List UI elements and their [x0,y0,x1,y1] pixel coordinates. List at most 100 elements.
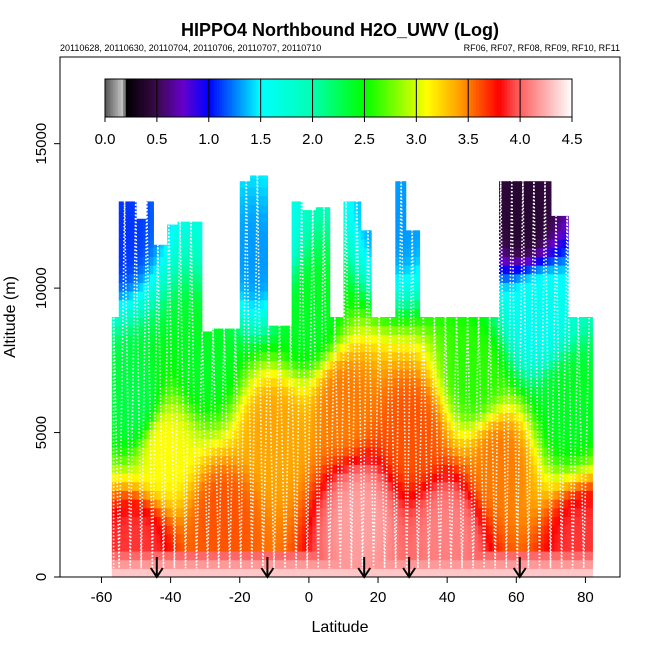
heatmap-cell [402,204,407,214]
heatmap-cell [142,499,148,509]
heatmap-cell [478,499,483,509]
heatmap-cell [530,377,535,387]
heatmap-cell [250,429,255,439]
heatmap-cell [350,325,355,335]
heatmap-cell [436,377,441,387]
heatmap-cell [191,464,196,474]
heatmap-cell [250,187,255,197]
heatmap-cell [346,299,351,309]
heatmap-cell [543,239,549,249]
heatmap-cell [308,395,313,405]
heatmap-cell [136,568,141,578]
heatmap-cell [391,507,396,517]
heatmap-cell [284,507,289,517]
heatmap-cell [146,213,151,223]
heatmap-cell [564,308,569,318]
heatmap-cell [443,551,448,561]
heatmap-cell [516,308,521,318]
heatmap-cell [378,447,383,457]
heatmap-cell [502,239,507,249]
heatmap-cell [180,230,186,240]
heatmap-cell [429,559,434,569]
heatmap-cell [416,291,421,301]
heatmap-cell [464,421,469,431]
heatmap-cell [153,481,158,491]
heatmap-cell [170,447,175,457]
heatmap-cell [308,438,313,448]
heatmap-cell [526,395,531,405]
heatmap-cell [419,343,424,353]
heatmap-cell [167,334,172,344]
heatmap-cell [492,473,497,483]
heatmap-cell [409,455,414,465]
heatmap-cell [270,412,275,422]
heatmap-cell [281,421,286,431]
heatmap-cell [543,438,549,448]
heatmap-cell [561,343,566,353]
heatmap-cell [322,429,327,439]
heatmap-cell [505,334,510,344]
heatmap-cell [270,334,275,344]
heatmap-cell [360,490,365,500]
heatmap-cell [505,369,510,379]
heatmap-cell [540,412,545,422]
heatmap-cell [564,351,569,361]
heatmap-cell [346,201,351,205]
heatmap-cell [136,481,141,491]
heatmap-cell [153,256,158,266]
heatmap-cell [111,516,116,526]
heatmap-cell [550,265,555,275]
heatmap-cell [550,291,555,301]
heatmap-cell [460,559,466,569]
heatmap-cell [184,481,189,491]
heatmap-cell [257,438,262,448]
heatmap-cell [499,533,504,543]
heatmap-cell [129,308,134,318]
heatmap-cell [367,551,372,561]
heatmap-cell [312,568,317,578]
heatmap-cell [257,516,262,526]
heatmap-cell [523,273,528,283]
heatmap-cell [170,568,175,578]
heatmap-cell [492,377,497,387]
heatmap-cell [371,412,376,422]
heatmap-cell [499,325,504,335]
heatmap-cell [146,273,151,283]
heatmap-cell [170,224,175,231]
heatmap-cell [502,377,507,387]
heatmap-cell [360,256,365,266]
heatmap-cell [315,395,320,405]
heatmap-cell [505,395,510,405]
heatmap-cell [167,507,172,517]
heatmap-cell [561,239,566,249]
heatmap-cell [412,447,417,457]
heatmap-cell [270,568,275,578]
heatmap-cell [250,175,255,179]
heatmap-cell [260,265,265,275]
heatmap-cell [122,421,127,431]
heatmap-cell [253,291,258,301]
heatmap-cell [530,369,535,379]
heatmap-cell [537,516,542,526]
heatmap-cell [346,421,351,431]
heatmap-cell [374,533,379,543]
heatmap-cell [353,473,358,483]
heatmap-cell [257,551,262,561]
heatmap-cell [353,412,358,422]
heatmap-cell [229,473,234,483]
heatmap-cell [447,473,452,483]
heatmap-cell [149,542,154,552]
heatmap-cell [205,377,210,387]
heatmap-cell [429,351,434,361]
heatmap-cell [149,282,154,292]
heatmap-cell [505,265,510,275]
heatmap-cell [343,369,348,379]
heatmap-cell [298,533,303,543]
heatmap-cell [367,334,372,344]
heatmap-cell [474,455,479,465]
heatmap-cell [174,256,179,266]
heatmap-cell [122,308,127,318]
heatmap-cell [367,464,372,474]
heatmap-cell [246,490,251,500]
heatmap-cell [246,403,251,413]
